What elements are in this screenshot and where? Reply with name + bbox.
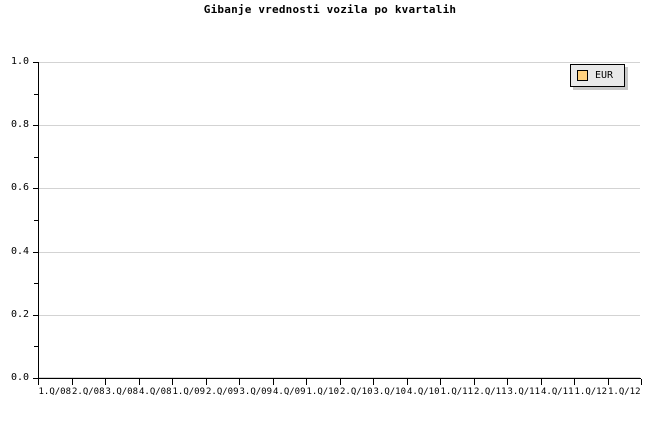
y-minor-tick-0_1 [34, 346, 38, 347]
x-axis-label: 1.Q/11 [440, 387, 473, 397]
chart-legend[interactable]: EUR [570, 64, 625, 87]
x-axis-tick [206, 379, 207, 385]
x-axis-label: 3.Q/11 [507, 387, 540, 397]
x-axis-tick [641, 379, 642, 385]
x-axis-tick [407, 379, 408, 385]
y-tick-0_4 [33, 252, 38, 253]
y-axis-label-0_4: 0.4 [10, 246, 29, 257]
y-tick-0_0 [33, 378, 38, 379]
x-axis-tick [273, 379, 274, 385]
x-axis-tick [340, 379, 341, 385]
x-axis-label: 4.Q/09 [272, 387, 306, 397]
x-axis-label: 1.Q/12 [607, 387, 641, 397]
x-axis-label: 3.Q/10 [373, 387, 406, 397]
gridline-1_0 [38, 62, 640, 63]
gridline-0_6 [38, 188, 640, 189]
gridline-0_0 [38, 377, 640, 378]
x-axis-label: 2.Q/08 [71, 387, 105, 397]
x-axis-label: 1.Q/08 [38, 387, 71, 397]
y-minor-tick-0_9 [34, 94, 38, 95]
y-axis-label-0_0: 0.0 [10, 372, 29, 383]
x-axis-label: 4.Q/10 [406, 387, 440, 397]
x-axis-tick [306, 379, 307, 385]
x-axis-tick [239, 379, 240, 385]
x-axis-label: 4.Q/11 [540, 387, 574, 397]
y-axis-label-1_0: 1.0 [10, 56, 29, 67]
x-axis-tick [507, 379, 508, 385]
legend-label-eur: EUR [595, 70, 614, 81]
x-axis-tick [139, 379, 140, 385]
x-axis-tick [172, 379, 173, 385]
plot-area [38, 62, 640, 378]
x-axis-tick [373, 379, 374, 385]
x-axis-line [38, 378, 641, 379]
chart-title: Gibanje vrednosti vozila po kvartalih [203, 3, 457, 16]
y-minor-tick-0_3 [34, 283, 38, 284]
x-axis-label: 1.Q/10 [306, 387, 339, 397]
x-axis-tick [72, 379, 73, 385]
x-axis-tick [541, 379, 542, 385]
gridline-0_2 [38, 315, 640, 316]
y-tick-0_6 [33, 188, 38, 189]
y-axis-label-0_8: 0.8 [10, 119, 29, 130]
y-axis-label-0_6: 0.6 [10, 182, 29, 193]
y-minor-tick-0_5 [34, 220, 38, 221]
y-axis-line [38, 62, 39, 379]
y-tick-0_2 [33, 315, 38, 316]
x-axis-tick [574, 379, 575, 385]
gridline-0_4 [38, 252, 640, 253]
x-axis-tick [38, 379, 39, 385]
y-tick-1_0 [33, 62, 38, 63]
y-minor-tick-0_7 [34, 157, 38, 158]
x-axis-label: 1.Q/09 [172, 387, 205, 397]
x-axis-label: 3.Q/09 [239, 387, 272, 397]
x-axis-label: 2.Q/10 [339, 387, 373, 397]
x-axis-tick [105, 379, 106, 385]
legend-swatch-eur [577, 70, 588, 81]
x-axis-label: 4.Q/08 [138, 387, 172, 397]
y-tick-0_8 [33, 125, 38, 126]
x-axis-label: 1.Q/12 [574, 387, 607, 397]
x-axis-label: 2.Q/09 [205, 387, 239, 397]
x-axis-tick [608, 379, 609, 385]
y-axis-label-0_2: 0.2 [10, 309, 29, 320]
x-axis-label: 3.Q/08 [105, 387, 138, 397]
x-axis-tick [474, 379, 475, 385]
x-axis-label: 2.Q/11 [473, 387, 507, 397]
x-axis-tick [440, 379, 441, 385]
gridline-0_8 [38, 125, 640, 126]
